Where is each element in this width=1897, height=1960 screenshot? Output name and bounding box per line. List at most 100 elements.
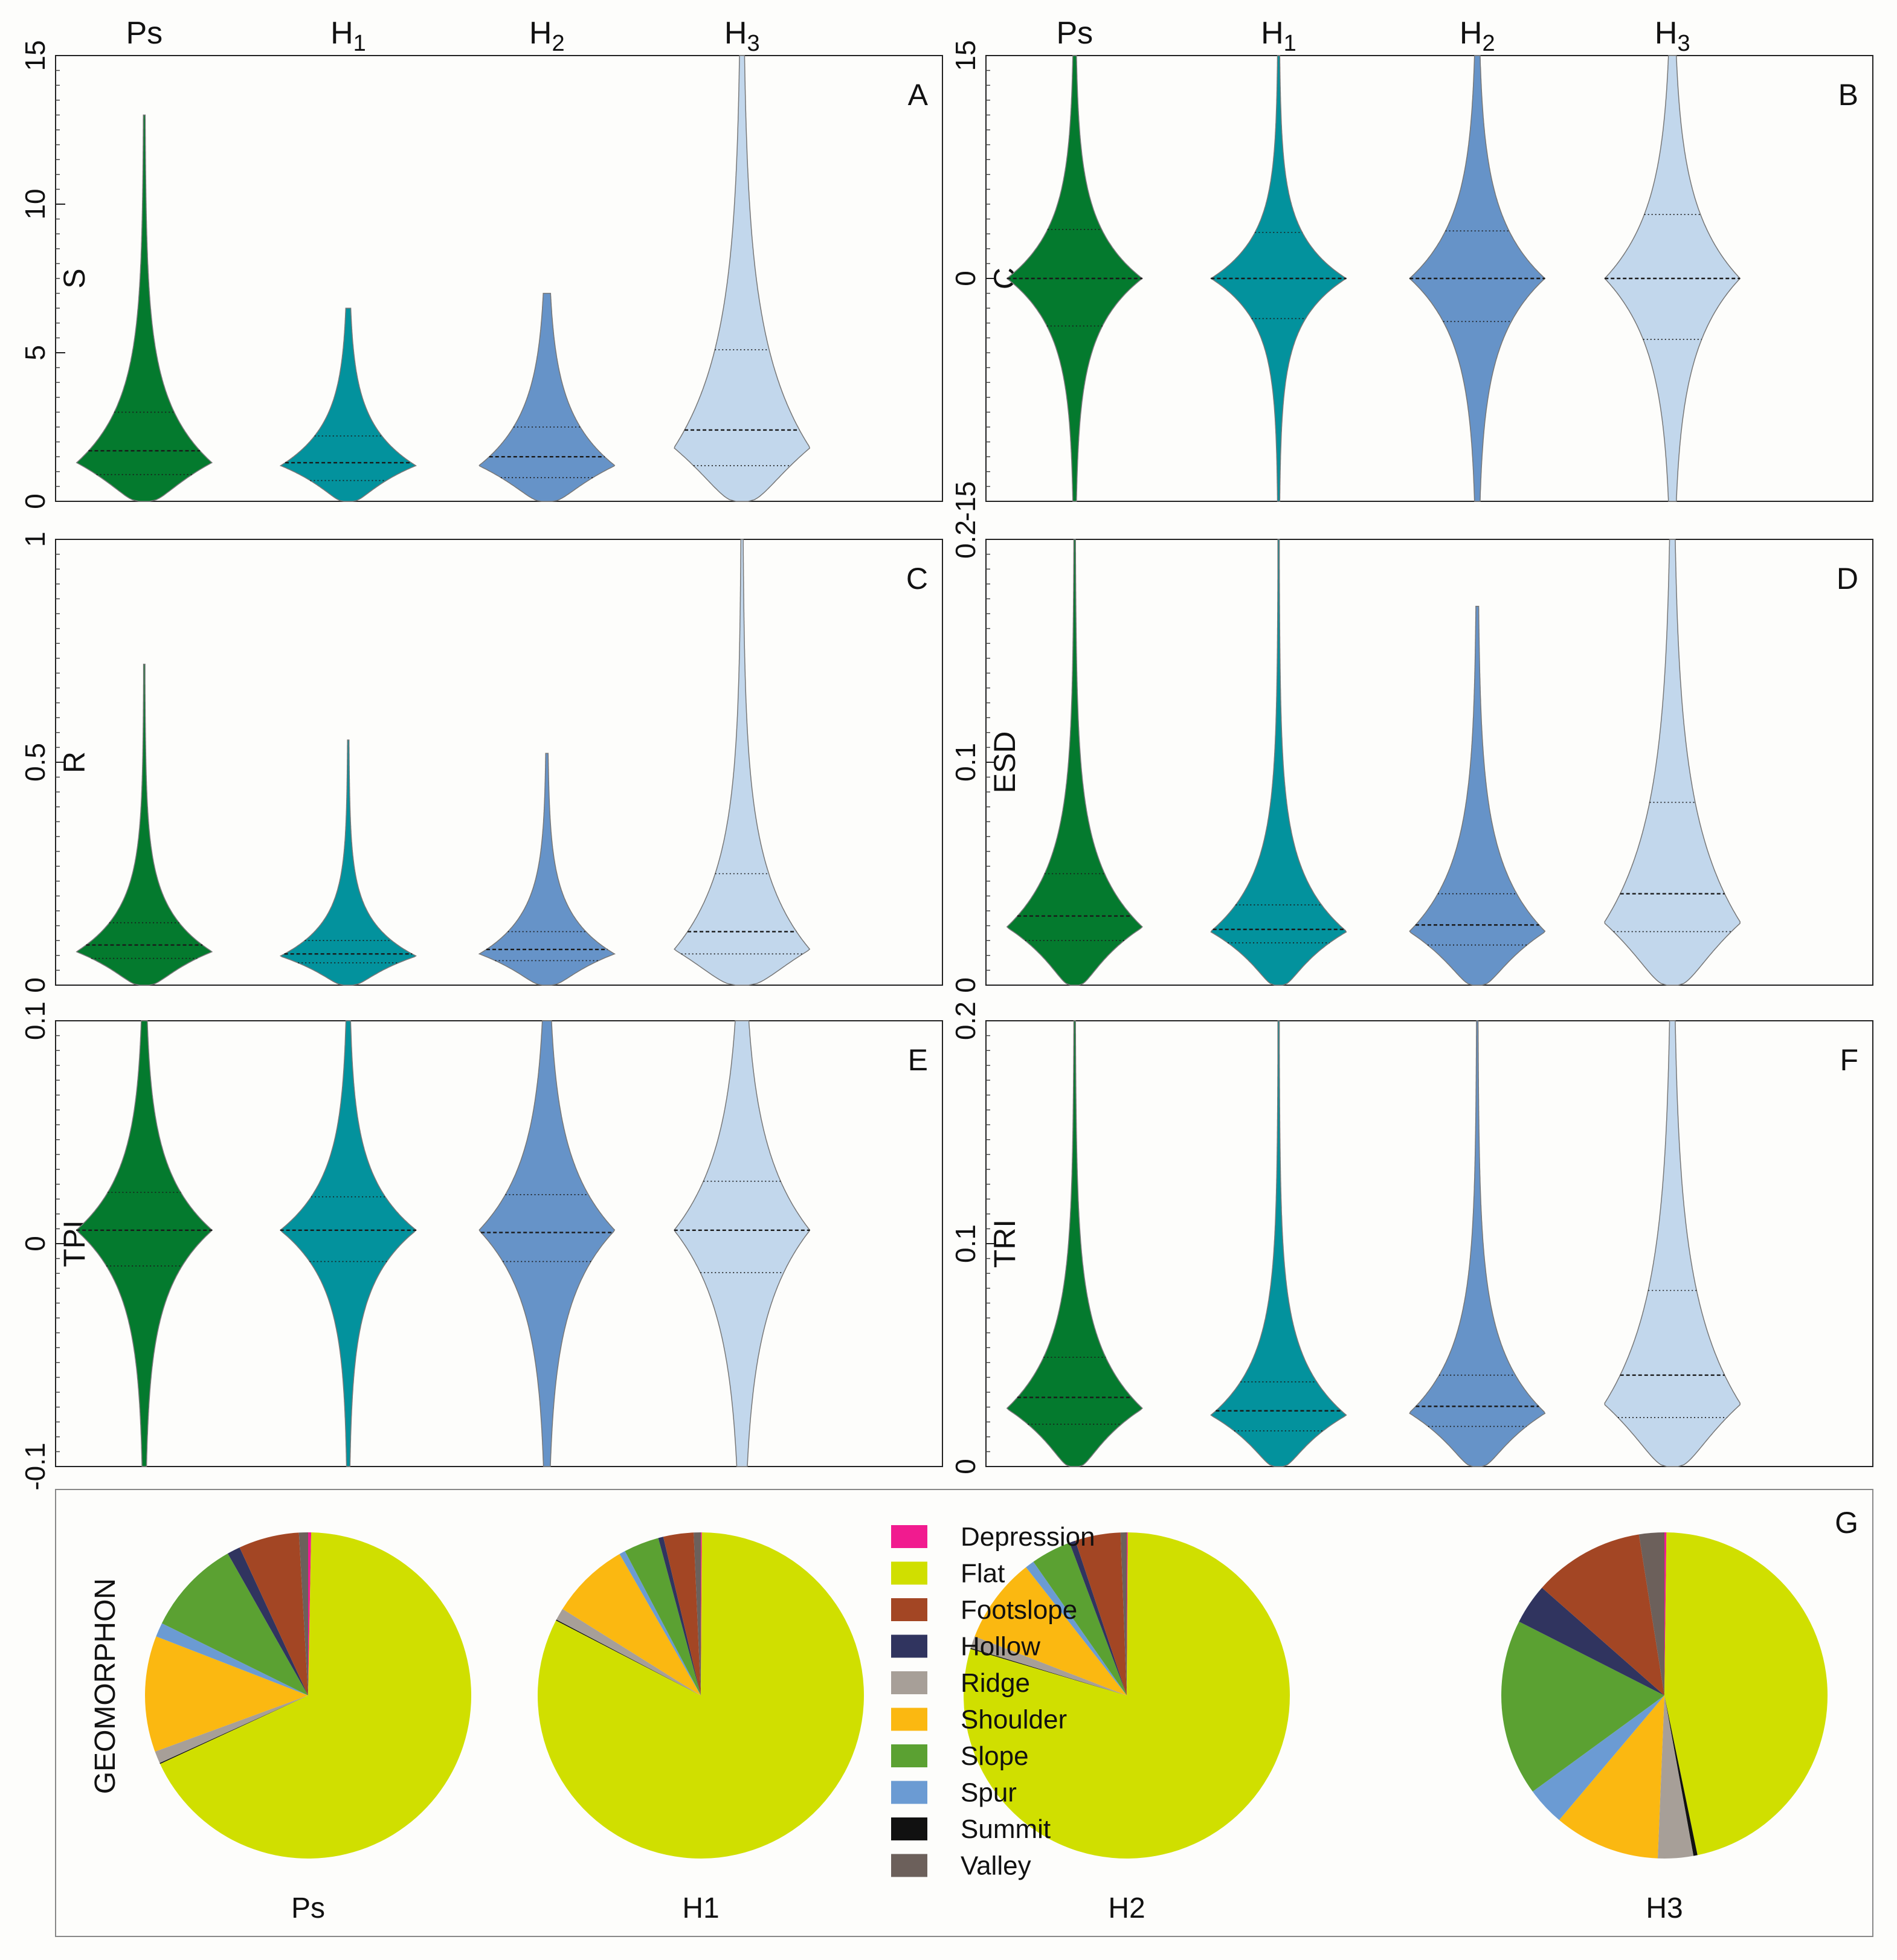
pie-slice-hollow <box>227 1547 308 1695</box>
pie-slice-ridge <box>155 1695 308 1763</box>
column-header-right-1: Ps <box>1056 16 1093 51</box>
column-header-sub: 1 <box>353 31 366 56</box>
legend-swatch <box>891 1781 927 1804</box>
pie-slice-spur <box>619 1550 701 1695</box>
y-axis-label: ESD <box>988 731 1022 794</box>
column-header-right-4: H3 <box>1655 16 1690 56</box>
violin-body <box>478 753 616 986</box>
pie-slice-ridge <box>1657 1695 1694 1859</box>
column-header-left-4: H3 <box>724 16 760 56</box>
pie-slice-valley <box>1120 1532 1127 1695</box>
violin-H1 <box>1210 55 1347 502</box>
column-header-sub: 2 <box>1482 31 1495 56</box>
violin-body <box>1006 539 1143 986</box>
pie-Ps: Ps <box>145 1532 472 1924</box>
pie-slice-shoulder <box>974 1567 1127 1695</box>
column-header-left-3: H2 <box>529 16 565 56</box>
y-tick-label: 0 <box>950 977 981 993</box>
legend-swatch <box>891 1817 927 1840</box>
pie-slice-shoulder <box>145 1636 308 1752</box>
pie-slice-spur <box>156 1623 308 1695</box>
column-header-base: H <box>1460 16 1483 51</box>
violin-H1 <box>279 307 417 502</box>
legend-swatch <box>891 1708 927 1731</box>
panel-letter: D <box>1837 562 1858 596</box>
violin-H3 <box>1604 55 1741 502</box>
pie-slice-shoulder <box>1559 1695 1664 1859</box>
violin-H3 <box>674 1020 811 1467</box>
column-header-base: Ps <box>1056 16 1093 51</box>
panel-frame <box>55 539 943 986</box>
legend-label: Ridge <box>961 1668 1030 1698</box>
pie-slice-slope <box>625 1538 701 1695</box>
y-tick-label: 0 <box>950 1459 981 1474</box>
violin-panel-F: 0 0.1 0.2 TRI F <box>950 1001 1873 1474</box>
violin-body <box>478 1020 616 1467</box>
violin-body <box>1210 539 1347 986</box>
panel-letter: G <box>1835 1506 1858 1540</box>
column-header-sub: 1 <box>1284 31 1296 56</box>
legend-item-footslope: Footslope <box>891 1595 1077 1625</box>
legend-item-flat: Flat <box>891 1559 1005 1589</box>
panel-letter: A <box>908 78 929 112</box>
geomorphon-panel: G GEOMORPHON Ps H1 H2 H3 Depression Flat Footslo… <box>55 1489 1873 1937</box>
legend-label: Slope <box>961 1741 1029 1771</box>
legend-swatch <box>891 1854 927 1877</box>
column-header-sub: 3 <box>747 31 759 56</box>
y-tick-label: 0.1 <box>19 1001 51 1040</box>
violin-body <box>1210 1020 1347 1467</box>
pie-slice-ridge <box>556 1608 701 1695</box>
legend-swatch <box>891 1525 927 1548</box>
pie-slice-ridge <box>970 1636 1127 1695</box>
pie-H3: H3 <box>1501 1532 1828 1924</box>
violin-body <box>280 1020 417 1467</box>
legend-label: Hollow <box>961 1632 1040 1662</box>
violin-H3 <box>674 539 811 986</box>
legend-item-summit: Summit <box>891 1814 1051 1844</box>
panel-letter: E <box>908 1043 928 1077</box>
y-tick-label: -15 <box>950 481 981 521</box>
column-header-sub: 2 <box>552 31 564 56</box>
column-header-left-2: H1 <box>330 16 366 56</box>
pie-slice-shoulder <box>562 1554 701 1695</box>
y-tick-label: 15 <box>19 40 51 71</box>
violin-H3 <box>1604 539 1741 986</box>
pie-H1: H1 <box>537 1532 864 1924</box>
pie-slice-valley <box>694 1532 701 1695</box>
pie-slice-footslope <box>239 1532 308 1695</box>
column-header-left-1: Ps <box>126 16 163 51</box>
pie-slice-depression <box>701 1532 702 1695</box>
y-tick-label: -0.1 <box>19 1442 51 1490</box>
violin-Ps <box>76 1020 213 1467</box>
column-header-base: H <box>1261 16 1284 51</box>
pie-slice-slope <box>1501 1621 1664 1792</box>
pie-label: H2 <box>1108 1892 1145 1924</box>
pie-slice-flat <box>537 1532 864 1859</box>
panel-frame <box>55 55 943 502</box>
pie-slice-footslope <box>663 1532 701 1695</box>
pie-slice-depression <box>308 1532 312 1695</box>
violin-H3 <box>674 55 811 502</box>
column-header-base: Ps <box>126 16 163 51</box>
pie-slice-summit <box>1664 1695 1698 1856</box>
column-headers: Ps H1 H2 H3 Ps H1 H2 H3 <box>126 16 1690 56</box>
pie-slice-summit <box>970 1648 1127 1695</box>
violin-Ps <box>1006 539 1143 986</box>
y-tick-label: 0.1 <box>950 1224 981 1263</box>
violin-body <box>1604 1020 1741 1467</box>
y-tick-label: 0 <box>19 493 51 509</box>
violin-body <box>674 1020 811 1467</box>
legend-swatch <box>891 1671 927 1694</box>
column-header-base: H <box>1655 16 1678 51</box>
violin-H1 <box>279 739 417 986</box>
y-tick-label: 0.2 <box>950 1001 981 1040</box>
pie-slice-valley <box>298 1532 308 1695</box>
violin-H1 <box>1210 1020 1347 1467</box>
pie-slice-slope <box>1033 1543 1127 1695</box>
legend-item-slope: Slope <box>891 1741 1029 1771</box>
column-header-sub: 3 <box>1677 31 1690 56</box>
violin-H2 <box>478 1020 616 1467</box>
legend-label: Flat <box>961 1559 1005 1589</box>
pie-slice-slope <box>161 1554 308 1695</box>
